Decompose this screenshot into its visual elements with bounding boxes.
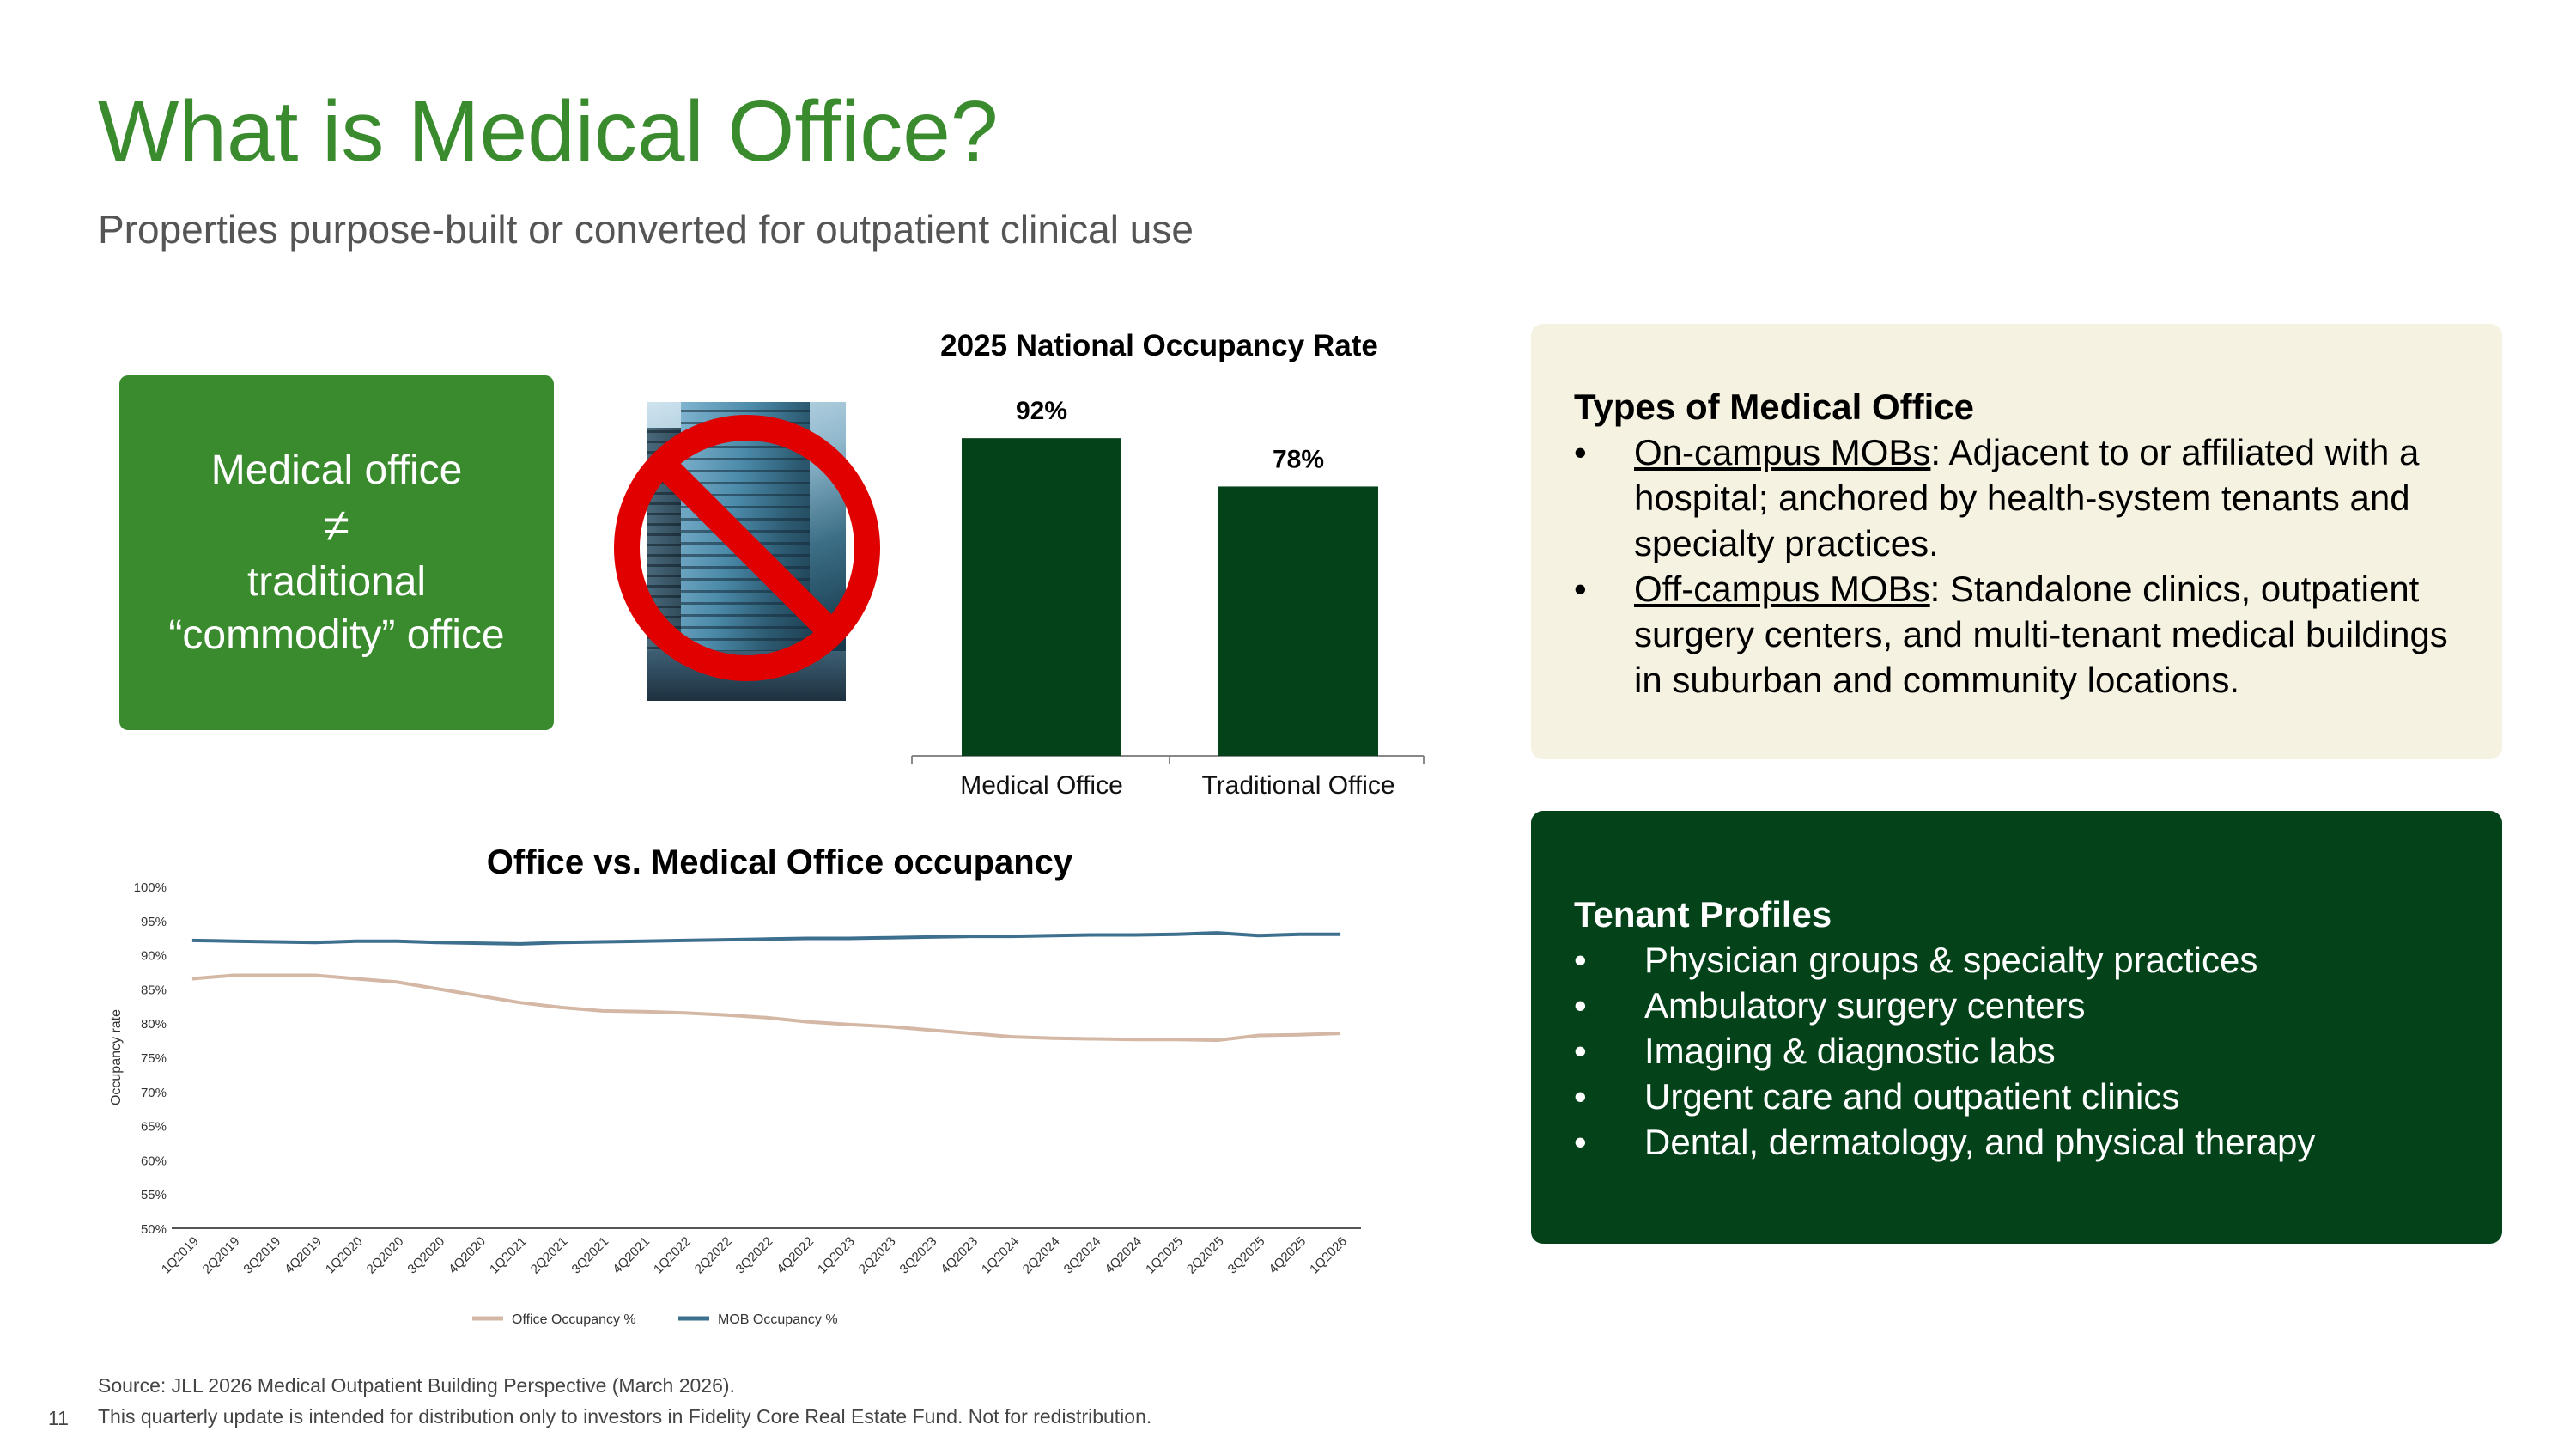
type-term: On-campus MOBs — [1634, 432, 1931, 472]
x-tick-label: 4Q2019 — [282, 1234, 325, 1277]
x-tick-label: 3Q2019 — [240, 1234, 283, 1277]
source-note: Source: JLL 2026 Medical Outpatient Buil… — [98, 1374, 735, 1397]
medical-office-callout: Medical office ≠ traditional “commodity”… — [119, 375, 554, 730]
x-tick-label: 3Q2022 — [733, 1234, 776, 1277]
tenant-item: Imaging & diagnostic labs — [1644, 1031, 2056, 1071]
x-tick-label: 1Q2023 — [815, 1234, 858, 1277]
x-tick-label: 4Q2023 — [938, 1234, 981, 1277]
series-line-mob — [191, 931, 1341, 946]
occupancy-line-chart: 50% 55% 60% 65% 70% 75% 80% 85% 90% 95% 100% Occupa… — [109, 880, 1361, 1327]
type-description: : Adjacent to or affiliated with a hospi… — [1634, 432, 2420, 563]
list-item: • Ambulatory surgery centers — [1574, 983, 2468, 1028]
bar-data-label: 92% — [1016, 397, 1067, 425]
x-tick-label: Traditional Office — [1201, 771, 1394, 800]
list-item: • Off-campus MOBs: Standalone clinics, ou… — [1574, 569, 2448, 700]
tenant-heading: Tenant Profiles — [1574, 894, 1832, 935]
callout-line-2: traditional — [246, 559, 427, 606]
list-item: • Dental, dermatology, and physical thera… — [1574, 1119, 2468, 1165]
x-tick-label: 4Q2024 — [1102, 1234, 1145, 1277]
callout-line-1: Medical office — [210, 447, 463, 493]
page-title: What is Medical Office? — [98, 83, 999, 180]
x-tick-label: 3Q2025 — [1225, 1234, 1268, 1277]
x-tick-label: 2Q2023 — [856, 1234, 899, 1277]
x-tick-label: 3Q2021 — [569, 1234, 612, 1277]
series-line-office — [191, 973, 1341, 1043]
y-axis-label: Occupancy rate — [109, 1009, 124, 1105]
y-tick-label: 95% — [141, 915, 167, 929]
line-chart-title: Office vs. Medical Office occupancy — [486, 843, 1073, 881]
tenant-item: Physician groups & specialty practices — [1644, 940, 2258, 980]
tenant-item: Ambulatory surgery centers — [1644, 985, 2086, 1026]
list-item: • Urgent care and outpatient clinics — [1574, 1074, 2468, 1119]
bar-chart-title: 2025 National Occupancy Rate — [940, 329, 1378, 362]
x-tick-label: 1Q2025 — [1143, 1234, 1186, 1277]
type-description: : Standalone clinics, outpatient surgery… — [1634, 569, 2448, 700]
y-tick-label: 55% — [141, 1188, 167, 1202]
legend-label: MOB Occupancy % — [718, 1312, 838, 1327]
x-tick-label: 2Q2021 — [528, 1234, 571, 1277]
x-tick-label: 4Q2022 — [774, 1234, 817, 1277]
list-item: • On-campus MOBs: Adjacent to or affiliat… — [1574, 432, 2420, 563]
x-tick-label: 3Q2024 — [1061, 1234, 1104, 1277]
bar — [962, 438, 1121, 756]
legend-label: Office Occupancy % — [512, 1312, 636, 1327]
x-tick-label: 3Q2020 — [404, 1234, 447, 1277]
bar-data-label: 78% — [1273, 445, 1324, 473]
bar — [1218, 486, 1378, 756]
list-item: • Physician groups & specialty practices — [1574, 937, 2468, 983]
x-tick-label: 1Q2024 — [979, 1234, 1022, 1277]
tenant-profiles-panel: Tenant Profiles • Physician groups & spec… — [1531, 811, 2502, 1244]
y-tick-label: 70% — [141, 1086, 167, 1100]
x-tick-label: 3Q2023 — [897, 1234, 940, 1277]
x-tick-label: 2Q2025 — [1184, 1234, 1227, 1277]
x-tick-label: 1Q2021 — [487, 1234, 530, 1277]
y-tick-label: 60% — [141, 1154, 167, 1168]
x-tick-label: 2Q2019 — [200, 1234, 243, 1277]
y-tick-label: 80% — [141, 1017, 167, 1032]
x-tick-label: 1Q2020 — [323, 1234, 366, 1277]
type-term: Off-campus MOBs — [1634, 569, 1930, 609]
y-tick-label: 50% — [141, 1222, 167, 1237]
types-list: • On-campus MOBs: Adjacent to or affiliat… — [1574, 429, 2468, 703]
types-heading: Types of Medical Office — [1574, 387, 1974, 427]
occupancy-bar-chart: 2025 National Occupancy Rate 92% Medical … — [911, 329, 1425, 800]
x-tick-label: 2Q2020 — [364, 1234, 407, 1277]
tenant-list: • Physician groups & specialty practices … — [1574, 937, 2468, 1165]
y-tick-label: 65% — [141, 1120, 167, 1135]
y-tick-label: 100% — [134, 880, 167, 895]
x-tick-label: 1Q2022 — [651, 1234, 694, 1277]
y-tick-label: 85% — [141, 983, 167, 997]
page-subtitle: Properties purpose-built or converted fo… — [98, 207, 1194, 252]
prohibition-icon — [614, 415, 880, 681]
x-tick-label: 2Q2024 — [1020, 1234, 1063, 1277]
disclaimer-note: This quarterly update is intended for di… — [98, 1405, 1152, 1428]
callout-line-3: “commodity” office — [168, 612, 505, 658]
not-equal-symbol: ≠ — [324, 500, 349, 552]
x-tick-label: 4Q2020 — [446, 1234, 489, 1277]
types-of-medical-office-panel: Types of Medical Office • On-campus MOBs:… — [1531, 324, 2502, 759]
x-tick-label: 4Q2025 — [1266, 1234, 1309, 1277]
tenant-item: Dental, dermatology, and physical therap… — [1644, 1122, 2316, 1162]
page-number: 11 — [48, 1407, 69, 1429]
y-tick-label: 75% — [141, 1051, 167, 1066]
y-tick-label: 90% — [141, 949, 167, 964]
tenant-item: Urgent care and outpatient clinics — [1644, 1076, 2180, 1117]
x-tick-label: 2Q2022 — [692, 1234, 735, 1277]
x-tick-label: 1Q2019 — [159, 1234, 202, 1277]
x-tick-label: 4Q2021 — [610, 1234, 653, 1277]
list-item: • Imaging & diagnostic labs — [1574, 1028, 2468, 1074]
x-tick-label: 1Q2026 — [1307, 1234, 1350, 1277]
x-tick-label: Medical Office — [960, 771, 1123, 800]
